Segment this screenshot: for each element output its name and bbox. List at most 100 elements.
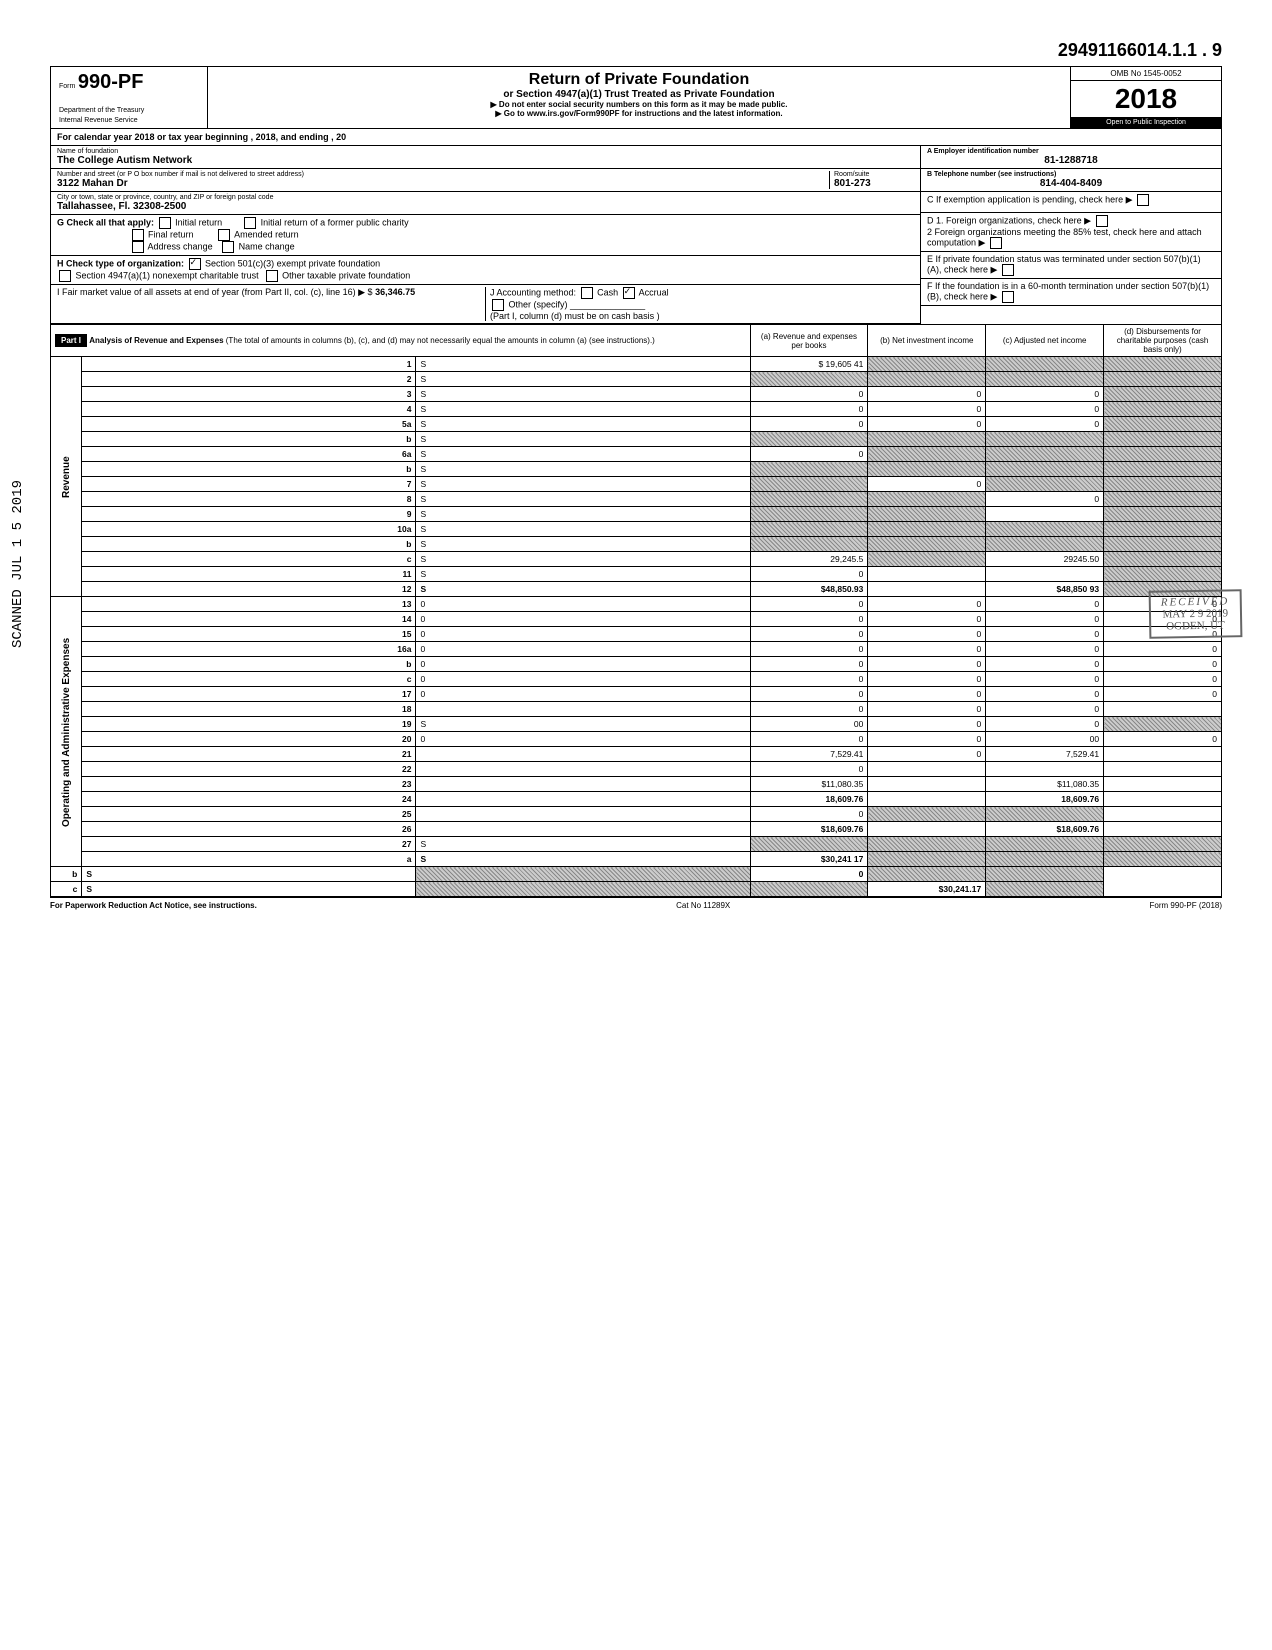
501c3-chk[interactable] (189, 258, 201, 270)
amount-cell: $11,080.35 (750, 777, 868, 792)
table-row: 2418,609.7618,609.76 (51, 792, 1222, 807)
line-desc: S (416, 522, 750, 537)
other-taxable-chk[interactable] (266, 270, 278, 282)
amount-cell (1104, 717, 1222, 732)
amount-cell: 0 (986, 492, 1104, 507)
name-label: Name of foundation (57, 148, 914, 155)
table-row: aS$30,241 17 (51, 852, 1222, 867)
cash-chk[interactable] (581, 287, 593, 299)
other-method-chk[interactable] (492, 299, 504, 311)
amount-cell (1104, 447, 1222, 462)
col-b-header: (b) Net investment income (868, 325, 986, 357)
city-label: City or town, state or province, country… (57, 194, 914, 201)
line-desc: S (416, 462, 750, 477)
table-row: 250 (51, 807, 1222, 822)
amount-cell: 0 (1104, 657, 1222, 672)
amount-cell (1104, 432, 1222, 447)
j-cash: Cash (597, 287, 618, 297)
amount-cell (1104, 792, 1222, 807)
public-inspection: Open to Public Inspection (1071, 117, 1221, 128)
line-number: 10a (82, 522, 416, 537)
h-opt-0: Section 501(c)(3) exempt private foundat… (205, 258, 380, 268)
table-row: 12S$48,850.93$48,850 93 (51, 582, 1222, 597)
form-header: Form 990-PF Department of the Treasury I… (50, 66, 1222, 128)
table-row: 10aS (51, 522, 1222, 537)
terminated-chk[interactable] (1002, 264, 1014, 276)
e-label: E If private foundation status was termi… (927, 254, 1201, 274)
exemption-pending-chk[interactable] (1137, 194, 1149, 206)
j-accrual: Accrual (639, 287, 669, 297)
line-number: 25 (82, 807, 416, 822)
line-number: 3 (82, 387, 416, 402)
g-opt-5: Name change (239, 241, 295, 251)
line-desc: S (416, 537, 750, 552)
amount-cell: 18,609.76 (750, 792, 868, 807)
initial-former-chk[interactable] (244, 217, 256, 229)
table-row: bS (51, 432, 1222, 447)
amount-cell: 0 (750, 417, 868, 432)
line-desc: S (416, 852, 750, 867)
page-footer: For Paperwork Reduction Act Notice, see … (50, 897, 1222, 913)
amount-cell (868, 792, 986, 807)
amount-cell (868, 777, 986, 792)
line-number: 8 (82, 492, 416, 507)
amount-cell: $18,609.76 (986, 822, 1104, 837)
line-desc: S (416, 507, 750, 522)
amount-cell: 0 (868, 687, 986, 702)
addr-label: Number and street (or P O box number if … (57, 171, 829, 178)
name-change-chk[interactable] (222, 241, 234, 253)
amount-cell: 0 (750, 597, 868, 612)
j-label: J Accounting method: (490, 287, 576, 297)
amount-cell (1104, 777, 1222, 792)
amount-cell (1104, 837, 1222, 852)
amount-cell: $ 19,605 41 (750, 357, 868, 372)
amount-cell: 0 (986, 627, 1104, 642)
amount-cell: 0 (868, 702, 986, 717)
amount-cell: 0 (986, 387, 1104, 402)
form-subtitle: or Section 4947(a)(1) Trust Treated as P… (212, 89, 1066, 100)
amount-cell: 0 (750, 657, 868, 672)
line-number: 21 (82, 747, 416, 762)
amount-cell (986, 762, 1104, 777)
initial-return-chk[interactable] (159, 217, 171, 229)
c-label: C If exemption application is pending, c… (927, 194, 1133, 204)
g-opt-2: Address change (148, 241, 213, 251)
g-opt-4: Amended return (234, 229, 299, 239)
line-desc: 0 (416, 612, 750, 627)
phone-value: 814-404-8409 (927, 178, 1215, 189)
table-row: 27S (51, 837, 1222, 852)
line-number: 2 (82, 372, 416, 387)
amount-cell (1104, 567, 1222, 582)
amount-cell: 29,245.5 (750, 552, 868, 567)
foundation-city: Tallahassee, Fl. 32308-2500 (57, 201, 914, 212)
final-return-chk[interactable] (132, 229, 144, 241)
part1-table: Part I Analysis of Revenue and Expenses … (50, 324, 1222, 897)
4947-chk[interactable] (59, 270, 71, 282)
foreign-org-chk[interactable] (1096, 215, 1108, 227)
amount-cell (1104, 522, 1222, 537)
table-row: 2S (51, 372, 1222, 387)
amount-cell (986, 522, 1104, 537)
amount-cell: 29245.50 (986, 552, 1104, 567)
part1-note: (The total of amounts in columns (b), (c… (226, 336, 655, 345)
amount-cell: 0 (750, 447, 868, 462)
amount-cell (750, 462, 868, 477)
calendar-year-row: For calendar year 2018 or tax year begin… (50, 128, 1222, 146)
foreign-85-chk[interactable] (990, 237, 1002, 249)
amount-cell (868, 762, 986, 777)
amount-cell: 0 (750, 387, 868, 402)
g-label: G Check all that apply: (57, 217, 154, 227)
60month-chk[interactable] (1002, 291, 1014, 303)
line-desc: S (82, 867, 416, 882)
accrual-chk[interactable] (623, 287, 635, 299)
address-change-chk[interactable] (132, 241, 144, 253)
line-number: 12 (82, 582, 416, 597)
table-row: 23$11,080.35$11,080.35 (51, 777, 1222, 792)
amount-cell (986, 867, 1104, 882)
line-number: 27 (82, 837, 416, 852)
section-g: G Check all that apply: Initial return I… (51, 215, 920, 256)
amended-return-chk[interactable] (218, 229, 230, 241)
amount-cell: 0 (986, 657, 1104, 672)
amount-cell (868, 807, 986, 822)
form-ref: Form 990-PF (2018) (1150, 901, 1222, 910)
